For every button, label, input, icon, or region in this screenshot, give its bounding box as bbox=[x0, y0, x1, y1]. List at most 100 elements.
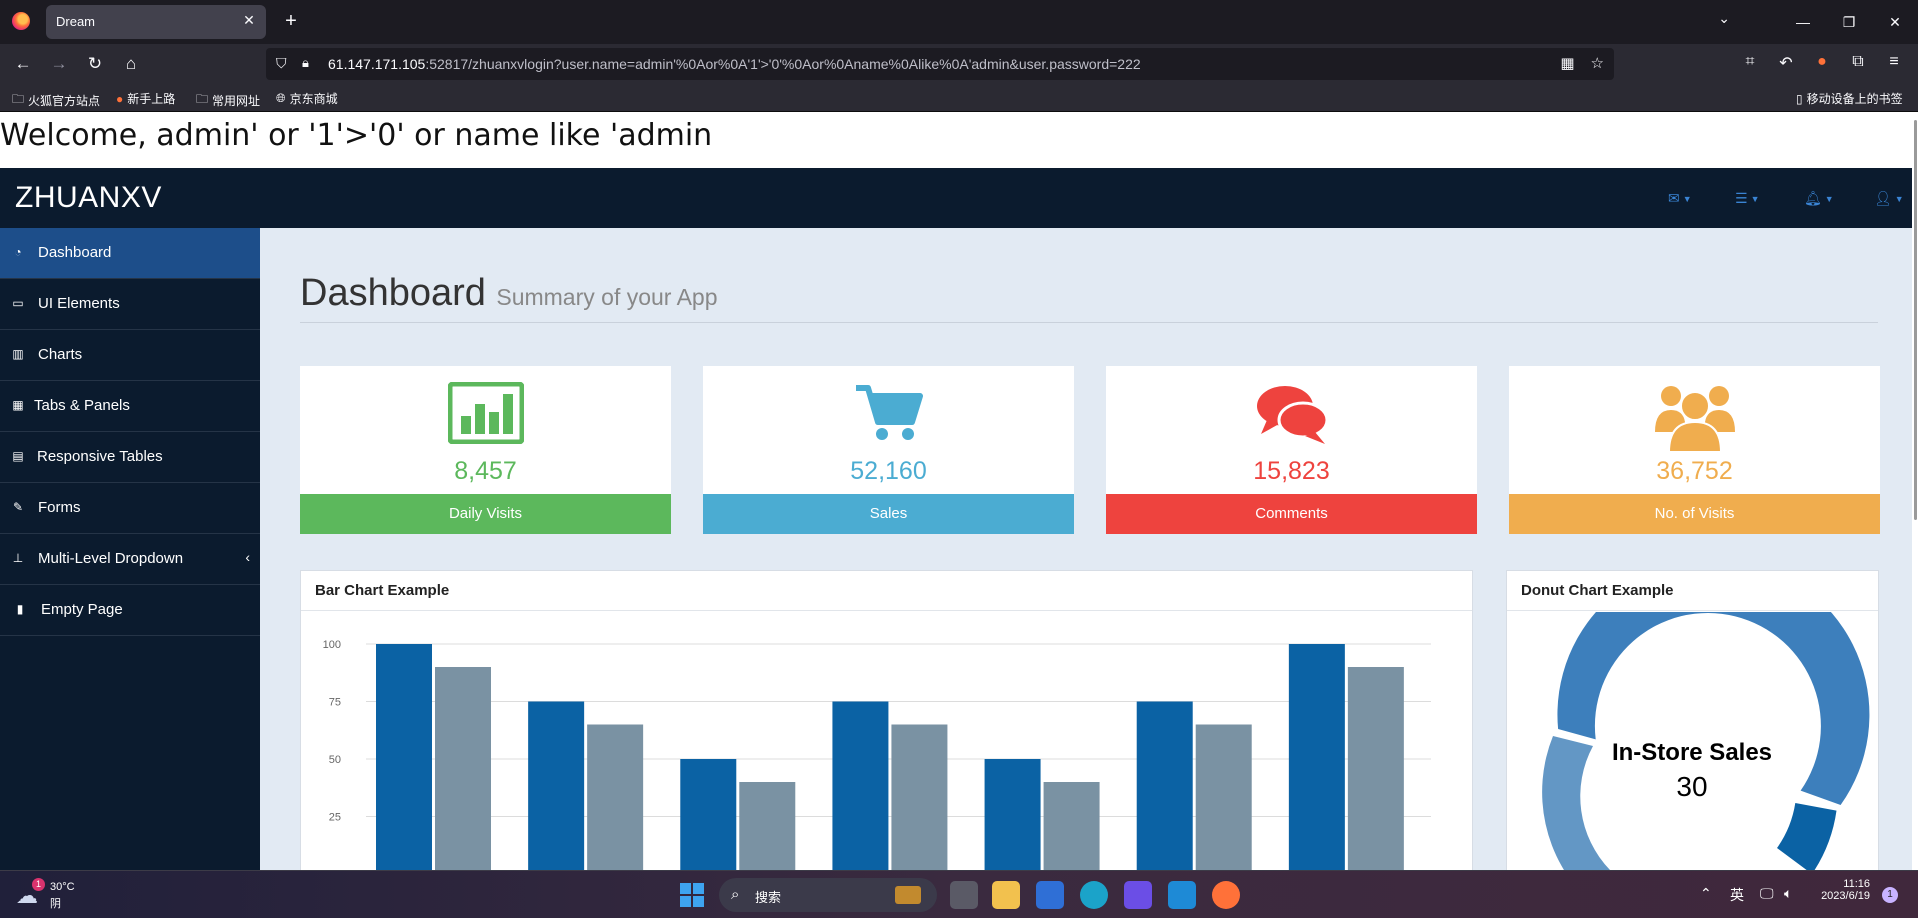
taskbar-search[interactable]: ⌕ 搜索 bbox=[719, 878, 937, 912]
file-explorer-icon[interactable] bbox=[992, 881, 1020, 909]
firefox-taskbar-icon[interactable] bbox=[1212, 881, 1240, 909]
start-button[interactable] bbox=[680, 883, 704, 907]
browser-navbar: ← → ↻ ⌂ ⛉ 🔒︎ 61.147.171.105:52817/zhuanx… bbox=[0, 44, 1918, 84]
microsoft-store-icon[interactable] bbox=[1036, 881, 1064, 909]
sidebar-item-responsive-tables[interactable]: ▤ Responsive Tables bbox=[0, 432, 260, 483]
donut-chart: In-Store Sales 30 bbox=[1542, 612, 1870, 870]
y-tick-label: 25 bbox=[329, 812, 341, 824]
page-viewport: Welcome, admin' or '1'>'0' or name like … bbox=[0, 112, 1918, 870]
caret-down-icon: ▼ bbox=[1682, 193, 1692, 204]
chevron-left-icon[interactable]: ‹ bbox=[245, 549, 250, 565]
bar bbox=[1043, 782, 1100, 870]
forward-icon[interactable]: → bbox=[50, 54, 68, 73]
bar bbox=[528, 701, 585, 870]
volume-icon[interactable]: 🔈︎ bbox=[1784, 885, 1793, 901]
sidebar: ◔ Dashboard ▭ UI Elements ▥ Charts ▦ Tab… bbox=[0, 228, 260, 870]
dashboard-icon: ◔ bbox=[14, 245, 22, 259]
url-text[interactable]: 61.147.171.105:52817/zhuanxvlogin?user.n… bbox=[328, 56, 1141, 72]
undo-icon[interactable]: ↶ bbox=[1779, 55, 1793, 72]
page-title-text: Dashboard bbox=[300, 272, 486, 314]
user-dropdown[interactable]: 👤︎ ▼ bbox=[1874, 190, 1904, 207]
globe-icon: 🌐︎ bbox=[276, 91, 286, 105]
network-icon[interactable]: 🖵︎ bbox=[1760, 885, 1774, 901]
bookmark-item[interactable]: 🗀 常用网址 bbox=[196, 90, 260, 111]
y-tick-label: 50 bbox=[329, 754, 341, 766]
stat-label: Daily Visits bbox=[300, 494, 671, 534]
bar-chart: 100 75 50 25 bbox=[323, 639, 1431, 870]
firefox-account-icon[interactable]: ● bbox=[1817, 53, 1827, 70]
stat-card-visits: 36,752 No. of Visits bbox=[1509, 366, 1880, 534]
donut-segment-2 bbox=[1777, 803, 1837, 870]
messages-dropdown[interactable]: ✉ ▼ bbox=[1668, 190, 1692, 207]
y-tick-label: 75 bbox=[329, 697, 341, 709]
bar bbox=[435, 667, 491, 870]
url-path: :52817/zhuanxvlogin?user.name=admin'%0Ao… bbox=[425, 56, 1141, 72]
date: 2023/6/19 bbox=[1821, 890, 1870, 902]
task-view-icon[interactable] bbox=[950, 881, 978, 909]
sidebar-item-ui-elements[interactable]: ▭ UI Elements bbox=[0, 279, 260, 330]
back-icon[interactable]: ← bbox=[14, 54, 32, 73]
file-icon: ▮ bbox=[16, 602, 24, 616]
cloud-icon: ☁ bbox=[16, 883, 38, 908]
sidebar-item-charts[interactable]: ▥ Charts bbox=[0, 330, 260, 381]
weather-badge: 1 bbox=[32, 878, 45, 891]
app-icon[interactable] bbox=[1124, 881, 1152, 909]
home-icon[interactable]: ⌂ bbox=[125, 54, 137, 73]
reload-icon[interactable]: ↻ bbox=[87, 54, 103, 73]
bar bbox=[739, 782, 796, 870]
qr-code-icon[interactable]: ▦ bbox=[1560, 55, 1575, 72]
scroll-thumb[interactable] bbox=[1914, 120, 1917, 520]
search-icon: ⌕ bbox=[731, 886, 740, 903]
page-title: Dashboard Summary of your App bbox=[300, 272, 718, 315]
tracking-shield-icon[interactable]: ⛉ bbox=[276, 55, 287, 71]
screenshot-crop-icon[interactable]: ⌗ bbox=[1745, 53, 1755, 70]
list-all-tabs-icon[interactable]: ⌄ bbox=[1718, 10, 1730, 26]
alerts-dropdown[interactable]: 🔔︎ ▼ bbox=[1804, 190, 1834, 207]
chevron-up-icon[interactable]: ⌃ bbox=[1700, 885, 1712, 901]
weather-condition: 阴 bbox=[50, 898, 61, 910]
bookmark-item[interactable]: ● 新手上路 bbox=[116, 91, 176, 107]
tab-close-icon[interactable]: ✕ bbox=[243, 12, 255, 28]
tasks-dropdown[interactable]: ☰ ▼ bbox=[1735, 190, 1759, 207]
brand-logo[interactable]: ZHUANXV bbox=[15, 181, 162, 214]
main-content: Dashboard Summary of your App 8,457 Dail… bbox=[260, 228, 1912, 870]
ime-indicator[interactable]: 英 bbox=[1730, 887, 1744, 903]
bookmark-item[interactable]: 🗀 火狐官方站点 bbox=[12, 90, 100, 111]
extensions-icon[interactable]: ⧉ bbox=[1852, 53, 1864, 70]
sidebar-item-dashboard[interactable]: ◔ Dashboard bbox=[0, 228, 260, 279]
bar bbox=[376, 644, 432, 870]
bar-chart-icon bbox=[300, 382, 671, 452]
sidebar-item-tabs-panels[interactable]: ▦ Tabs & Panels bbox=[0, 381, 260, 432]
search-highlight-icon bbox=[895, 886, 921, 904]
minimize-icon[interactable]: — bbox=[1796, 14, 1810, 30]
stat-value: 8,457 bbox=[454, 457, 517, 485]
stat-card-comments: 15,823 Comments bbox=[1106, 366, 1477, 534]
edge-icon[interactable] bbox=[1080, 881, 1108, 909]
folder-icon: 🗀 bbox=[196, 92, 209, 106]
vscode-icon[interactable] bbox=[1168, 881, 1196, 909]
url-bar[interactable]: ⛉ 🔒︎ 61.147.171.105:52817/zhuanxvlogin?u… bbox=[266, 48, 1614, 80]
firefox-logo-icon[interactable] bbox=[12, 12, 30, 30]
close-window-icon[interactable]: ✕ bbox=[1889, 13, 1901, 30]
new-tab-button[interactable]: + bbox=[285, 10, 297, 32]
sidebar-item-multi-level-dropdown[interactable]: ⊥ Multi-Level Dropdown ‹ bbox=[0, 534, 260, 585]
bookmark-item[interactable]: 🌐︎ 京东商城 bbox=[276, 91, 338, 106]
sidebar-item-forms[interactable]: ✎ Forms bbox=[0, 483, 260, 534]
clock[interactable]: 11:16 2023/6/19 bbox=[1818, 878, 1870, 902]
search-placeholder: 搜索 bbox=[755, 890, 782, 905]
panel-title: Donut Chart Example bbox=[1521, 582, 1674, 599]
browser-tab[interactable]: Dream ✕ bbox=[46, 5, 266, 39]
bookmark-star-icon[interactable]: ☆ bbox=[1590, 55, 1604, 72]
mobile-bookmarks[interactable]: ▯ 移动设备上的书签 bbox=[1796, 91, 1903, 107]
time: 11:16 bbox=[1843, 878, 1870, 890]
page-scrollbar[interactable] bbox=[1912, 112, 1918, 870]
bar bbox=[1195, 724, 1252, 870]
url-host: 61.147.171.105 bbox=[328, 56, 426, 72]
lock-icon[interactable]: 🔒︎ bbox=[302, 55, 309, 70]
windows-taskbar: ☁ 1 30°C 阴 ⌕ 搜索 ⌃ 英 🖵︎ 🔈︎ 11:16 2023/6/1… bbox=[0, 870, 1918, 918]
donut-chart-panel: Donut Chart Example In-Store Sales 30 bbox=[1506, 570, 1879, 870]
restore-icon[interactable]: ❐ bbox=[1842, 13, 1856, 30]
notification-badge[interactable]: 1 bbox=[1882, 887, 1898, 903]
sidebar-item-empty-page[interactable]: ▮ Empty Page bbox=[0, 585, 260, 636]
menu-icon[interactable]: ≡ bbox=[1889, 53, 1899, 70]
